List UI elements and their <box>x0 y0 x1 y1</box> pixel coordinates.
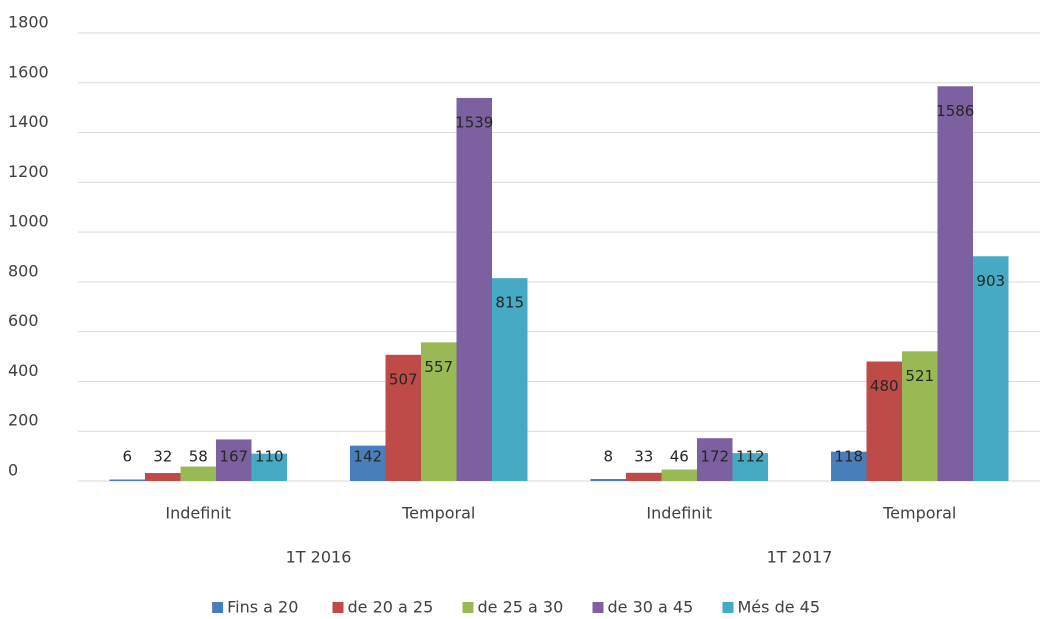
legend-label: Més de 45 <box>738 598 821 617</box>
value-label: 118 <box>834 448 863 466</box>
bar <box>902 351 938 481</box>
value-label: 507 <box>389 370 418 388</box>
value-label: 46 <box>670 448 689 466</box>
value-label: 903 <box>976 272 1005 290</box>
y-tick-label: 600 <box>8 311 39 330</box>
legend-swatch <box>212 602 224 613</box>
value-label: 172 <box>700 448 729 466</box>
bar <box>590 479 626 481</box>
bar <box>385 354 421 481</box>
bar <box>180 466 216 481</box>
bar <box>251 453 287 481</box>
y-tick-label: 1000 <box>8 212 49 231</box>
x-tick-label: Temporal <box>882 504 956 523</box>
bar <box>732 453 768 481</box>
x-tick-label: Indefinit <box>165 504 231 523</box>
bar <box>937 86 973 482</box>
value-label: 112 <box>736 448 765 466</box>
y-tick-label: 1400 <box>8 112 49 131</box>
y-tick-label: 1800 <box>8 13 49 32</box>
legend-swatch <box>722 602 734 613</box>
bar <box>626 472 662 481</box>
value-label: 1539 <box>455 113 493 131</box>
legend-label: de 25 a 30 <box>478 598 564 617</box>
x-tick-label: Temporal <box>401 504 475 523</box>
value-label: 58 <box>189 448 208 466</box>
bar <box>866 361 902 481</box>
group-label: 1T 2016 <box>286 548 352 567</box>
legend-label: de 20 a 25 <box>348 598 434 617</box>
bar <box>661 469 697 481</box>
y-tick-label: 800 <box>8 261 39 280</box>
legend-swatch <box>462 602 474 613</box>
value-label: 815 <box>495 294 524 312</box>
bar <box>973 256 1009 481</box>
y-tick-label: 400 <box>8 361 39 380</box>
y-tick-label: 200 <box>8 411 39 430</box>
x-tick-label: Indefinit <box>646 504 712 523</box>
value-label: 110 <box>255 448 284 466</box>
bar <box>492 278 528 481</box>
bar <box>456 97 492 482</box>
value-label: 33 <box>634 448 653 466</box>
value-label: 1586 <box>936 102 974 120</box>
value-label: 32 <box>153 448 172 466</box>
value-label: 142 <box>353 448 382 466</box>
value-label: 6 <box>122 448 132 466</box>
legend-label: de 30 a 45 <box>608 598 694 617</box>
y-tick-label: 0 <box>8 461 18 480</box>
y-tick-label: 1200 <box>8 162 49 181</box>
legend-swatch <box>592 602 604 613</box>
value-label: 167 <box>219 448 248 466</box>
value-label: 8 <box>603 448 613 466</box>
legend-label: Fins a 20 <box>227 598 298 617</box>
y-tick-label: 1600 <box>8 62 49 81</box>
bar <box>697 438 733 481</box>
value-label: 557 <box>424 358 453 376</box>
bar <box>109 479 145 481</box>
bar <box>145 473 181 481</box>
bar <box>421 342 457 481</box>
value-label: 521 <box>905 367 934 385</box>
value-label: 480 <box>870 377 899 395</box>
legend-swatch <box>332 602 344 613</box>
bar <box>831 451 867 481</box>
bar <box>350 445 386 481</box>
group-label: 1T 2017 <box>767 548 833 567</box>
bar <box>216 439 252 481</box>
